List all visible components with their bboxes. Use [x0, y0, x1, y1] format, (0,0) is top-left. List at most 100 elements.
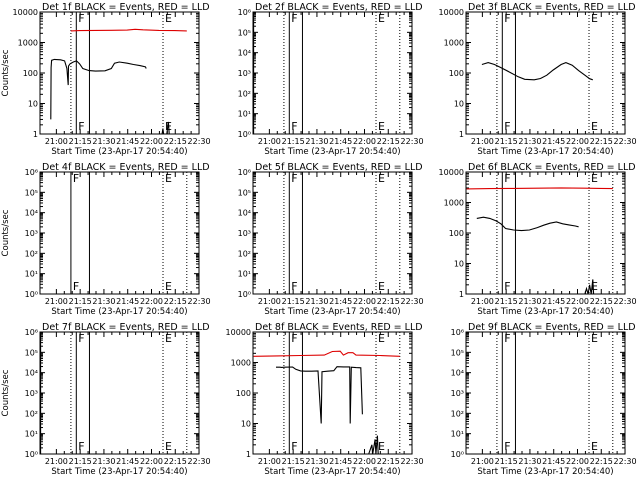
- y-tick-label: 10²: [451, 409, 464, 418]
- marker-label-top: E: [165, 332, 172, 345]
- x-tick-label: 21:45: [542, 297, 565, 306]
- x-tick-label: 21:30: [92, 457, 115, 466]
- x-tick-label: 21:15: [69, 457, 92, 466]
- x-tick-label: 22:30: [188, 457, 211, 466]
- marker-label: E: [591, 120, 598, 133]
- marker-label: F: [504, 440, 510, 453]
- chart-title: Det 1f BLACK = Events, RED = LLD: [42, 2, 210, 13]
- y-tick-label: 10³: [238, 69, 251, 78]
- y-axis-label: Counts/sec: [1, 369, 11, 416]
- y-tick-label: 10: [454, 260, 464, 269]
- marker-label: E: [378, 440, 385, 453]
- chart-det-6: Det 6f BLACK = Events, RED = LLD 1 10 100 10…: [439, 162, 637, 317]
- x-tick-label: 21:15: [282, 457, 305, 466]
- series-group: [253, 350, 400, 454]
- x-axis-label: Start Time (23-Apr-17 20:54:40): [264, 467, 400, 477]
- x-tick-label: 21:30: [518, 137, 541, 146]
- x-tick-label: 21:00: [471, 297, 494, 306]
- chart-det-1: Det 1f BLACK = Events, RED = LLD 1 10 100 10…: [1, 2, 211, 157]
- plot-frame: [465, 331, 626, 455]
- y-tick-label: 1000: [444, 199, 464, 208]
- x-tick-label: 21:30: [518, 297, 541, 306]
- plot-frame: [465, 171, 626, 295]
- x-tick-label: 21:15: [495, 137, 518, 146]
- marker-label: F: [291, 120, 297, 133]
- x-axis-label: Start Time (23-Apr-17 20:54:40): [51, 307, 187, 317]
- x-tick-label: 22:30: [188, 137, 211, 146]
- x-tick-label: 21:45: [329, 457, 352, 466]
- marker-label-top: E: [165, 12, 172, 25]
- x-tick-label: 22:30: [401, 137, 424, 146]
- x-axis-label: Start Time (23-Apr-17 20:54:40): [477, 147, 613, 157]
- x-tick-label: 21:45: [116, 457, 139, 466]
- chart-title: Det 6f BLACK = Events, RED = LLD: [468, 162, 636, 173]
- x-axis-label: Start Time (23-Apr-17 20:54:40): [477, 467, 613, 477]
- y-tick-label: 10⁰: [238, 130, 251, 139]
- marker-label: E: [165, 440, 172, 453]
- y-tick-label: 10000: [226, 328, 251, 337]
- chart-title: Det 5f BLACK = Events, RED = LLD: [255, 162, 423, 173]
- x-tick-label: 21:45: [329, 137, 352, 146]
- x-tick-label: 22:30: [401, 297, 424, 306]
- x-tick-label: 21:30: [305, 137, 328, 146]
- y-tick-label: 10³: [451, 389, 464, 398]
- x-tick-label: 22:00: [140, 137, 163, 146]
- y-tick-label: 10⁶: [25, 328, 38, 337]
- x-tick-label: 21:30: [305, 457, 328, 466]
- chart-title: Det 4f BLACK = Events, RED = LLD: [42, 162, 210, 173]
- chart-det-5: Det 5f BLACK = Events, RED = LLD 10⁰ 10¹ 10…: [238, 162, 424, 317]
- marker-label-top: E: [378, 332, 385, 345]
- x-tick-label: 21:00: [45, 457, 68, 466]
- y-tick-label: 1000: [18, 39, 38, 48]
- y-tick-label: 10²: [238, 89, 251, 98]
- x-tick-label: 21:15: [69, 297, 92, 306]
- x-tick-label: 22:30: [614, 297, 637, 306]
- y-tick-label: 10⁵: [238, 28, 251, 37]
- x-tick-label: 22:15: [164, 137, 187, 146]
- y-tick-label: 10⁴: [238, 209, 251, 218]
- marker-label-top: F: [504, 332, 510, 345]
- y-tick-label: 10⁶: [25, 168, 38, 177]
- y-tick-label: 10¹: [25, 430, 38, 439]
- series-group: [466, 187, 613, 294]
- marker-label: E: [591, 280, 598, 293]
- x-tick-label: 22:00: [566, 137, 589, 146]
- x-tick-label: 21:00: [258, 457, 281, 466]
- y-tick-label: 10²: [25, 249, 38, 258]
- x-tick-label: 21:30: [518, 457, 541, 466]
- y-tick-label: 10000: [13, 8, 38, 17]
- y-tick-label: 100: [449, 69, 464, 78]
- y-tick-label: 10²: [25, 409, 38, 418]
- x-tick-label: 21:45: [542, 137, 565, 146]
- y-tick-label: 100: [23, 69, 38, 78]
- x-tick-label: 22:15: [164, 457, 187, 466]
- marker-label-top: E: [378, 12, 385, 25]
- x-tick-label: 21:30: [92, 297, 115, 306]
- x-tick-label: 22:15: [590, 297, 613, 306]
- chart-det-7: Det 7f BLACK = Events, RED = LLD 10⁰ 10¹ 10…: [1, 322, 211, 477]
- marker-label-top: E: [591, 12, 598, 25]
- marker-label: F: [73, 280, 79, 293]
- x-tick-label: 22:15: [590, 137, 613, 146]
- x-axis-label: Start Time (23-Apr-17 20:54:40): [51, 147, 187, 157]
- chart-det-2: Det 2f BLACK = Events, RED = LLD 10⁰ 10¹ 10…: [238, 2, 424, 157]
- x-tick-label: 21:00: [45, 137, 68, 146]
- y-tick-label: 10⁴: [238, 49, 251, 58]
- x-axis-label: Start Time (23-Apr-17 20:54:40): [51, 467, 187, 477]
- plot-frame: [252, 331, 413, 455]
- x-tick-label: 21:15: [495, 297, 518, 306]
- marker-label-top: F: [73, 172, 79, 185]
- marker-label-top: F: [291, 12, 297, 25]
- y-tick-label: 10³: [25, 229, 38, 238]
- y-tick-label: 1: [33, 130, 38, 139]
- y-tick-label: 1000: [444, 39, 464, 48]
- y-tick-label: 10²: [238, 249, 251, 258]
- marker-label: E: [378, 120, 385, 133]
- marker-label: F: [504, 120, 510, 133]
- chart-title: Det 9f BLACK = Events, RED = LLD: [468, 322, 636, 333]
- x-tick-label: 21:15: [69, 137, 92, 146]
- x-axis-label: Start Time (23-Apr-17 20:54:40): [264, 307, 400, 317]
- y-tick-label: 10³: [25, 389, 38, 398]
- chart-det-8: Det 8f BLACK = Events, RED = LLD 1 10 100 10…: [226, 322, 424, 477]
